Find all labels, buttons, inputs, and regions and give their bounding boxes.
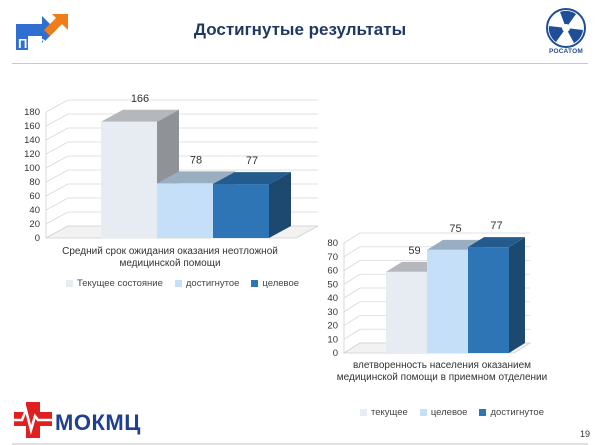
data-label: 77 [246, 155, 258, 167]
y-tick-label: 80 [29, 177, 40, 188]
legend-item: достигнутое [174, 278, 240, 289]
bar [213, 172, 291, 238]
y-tick-label: 120 [24, 149, 40, 160]
gridline-side [45, 211, 69, 225]
y-tick-label: 70 [327, 252, 338, 263]
y-tick-label: 180 [24, 107, 40, 118]
bar-front [427, 249, 468, 353]
gridline-side [45, 141, 69, 155]
gridline-side [343, 301, 361, 313]
legend-swatch [360, 409, 367, 416]
bar-top [101, 109, 179, 122]
gridline-side [343, 273, 361, 285]
gridline-side [45, 169, 69, 183]
y-tick-label: 40 [327, 293, 338, 304]
data-label: 78 [190, 154, 202, 166]
bar [101, 109, 179, 238]
data-label: 77 [490, 220, 502, 232]
chart-2-legend: текущее целевое достигнутое [360, 407, 544, 418]
legend-swatch [479, 409, 487, 416]
mokmc-logo-text: МОКМЦ [55, 410, 141, 435]
data-label: 75 [449, 223, 461, 235]
bar-front [386, 271, 427, 353]
y-tick-label: 100 [24, 163, 40, 174]
psv-logo-icon: ПСВ [16, 14, 68, 51]
gridline-side [343, 246, 361, 258]
chart-1-plot: 0 20 40 60 80 100 120 140 160 180 166 78 77 [24, 93, 319, 244]
gridline-side [343, 232, 361, 244]
data-label: 59 [408, 245, 420, 257]
gridline-side [45, 127, 69, 141]
y-tick-label: 0 [35, 233, 40, 244]
y-tick-label: 80 [327, 238, 338, 249]
bar-front [101, 121, 157, 238]
legend-swatch [251, 280, 259, 287]
gridline-side [45, 113, 69, 127]
gridline-side [343, 328, 361, 340]
bar-side [509, 237, 525, 353]
chart-2-plot: 0 10 20 30 40 50 60 70 80 59 75 77 [327, 220, 532, 359]
y-tick-label: 20 [327, 321, 338, 332]
bar-front [468, 247, 509, 353]
data-label: 166 [131, 93, 149, 105]
y-tick-label: 0 [333, 348, 338, 359]
page-number: 19 [579, 429, 590, 439]
y-tick-label: 60 [327, 266, 338, 277]
legend-swatch [419, 409, 427, 416]
legend-label: Текущее состояние [77, 278, 163, 289]
bar-top [213, 172, 291, 185]
legend-item: достигнутое [479, 407, 544, 418]
legend-item: текущее [360, 407, 408, 418]
y-tick-label: 140 [24, 135, 40, 146]
gridline-side [45, 99, 69, 113]
y-tick-label: 160 [24, 121, 40, 132]
legend-label: целевое [430, 407, 468, 418]
bar-top [157, 171, 235, 184]
gridline-side [45, 155, 69, 169]
gridline-side [343, 315, 361, 326]
bar-front [157, 183, 213, 238]
y-tick-label: 10 [327, 334, 338, 345]
bar-front [213, 184, 269, 238]
chart-1-caption: Средний срок ожидания оказания неотложно… [62, 246, 278, 269]
mokmc-logo-icon [10, 402, 60, 438]
chart-2-caption: влетворенность населения оказанием медиц… [336, 360, 548, 383]
chart-1-legend: Текущее состояние достигнутое целевое [66, 278, 299, 289]
gridline-side [45, 197, 69, 211]
y-tick-label: 40 [29, 205, 40, 216]
legend-item: целевое [419, 407, 468, 418]
legend-label: текущее [371, 407, 408, 418]
legend-label: целевое [262, 278, 300, 289]
legend-label: достигнутое [185, 278, 240, 289]
y-tick-label: 20 [29, 219, 40, 230]
legend-swatch [174, 280, 182, 287]
legend-item: целевое [251, 278, 299, 289]
y-tick-label: 50 [327, 279, 338, 290]
y-tick-label: 60 [29, 191, 40, 202]
slide-title: Достигнутые результаты [193, 20, 407, 39]
legend-label: достигнутое [490, 407, 544, 418]
y-tick-label: 30 [327, 307, 338, 318]
bar-top [468, 237, 525, 248]
gridline-side [45, 183, 69, 197]
gridline-side [343, 287, 361, 299]
gridline-side [343, 260, 361, 271]
bar [468, 237, 525, 353]
legend-swatch [66, 280, 73, 287]
header-divider [12, 63, 588, 64]
bar-side [269, 172, 291, 238]
footer-divider [12, 443, 588, 445]
rosatom-logo-text: РОСАТОМ [549, 48, 583, 55]
psv-logo-text: ПСВ [18, 36, 46, 51]
rosatom-logo-icon [546, 8, 586, 48]
legend-item: Текущее состояние [66, 278, 163, 289]
